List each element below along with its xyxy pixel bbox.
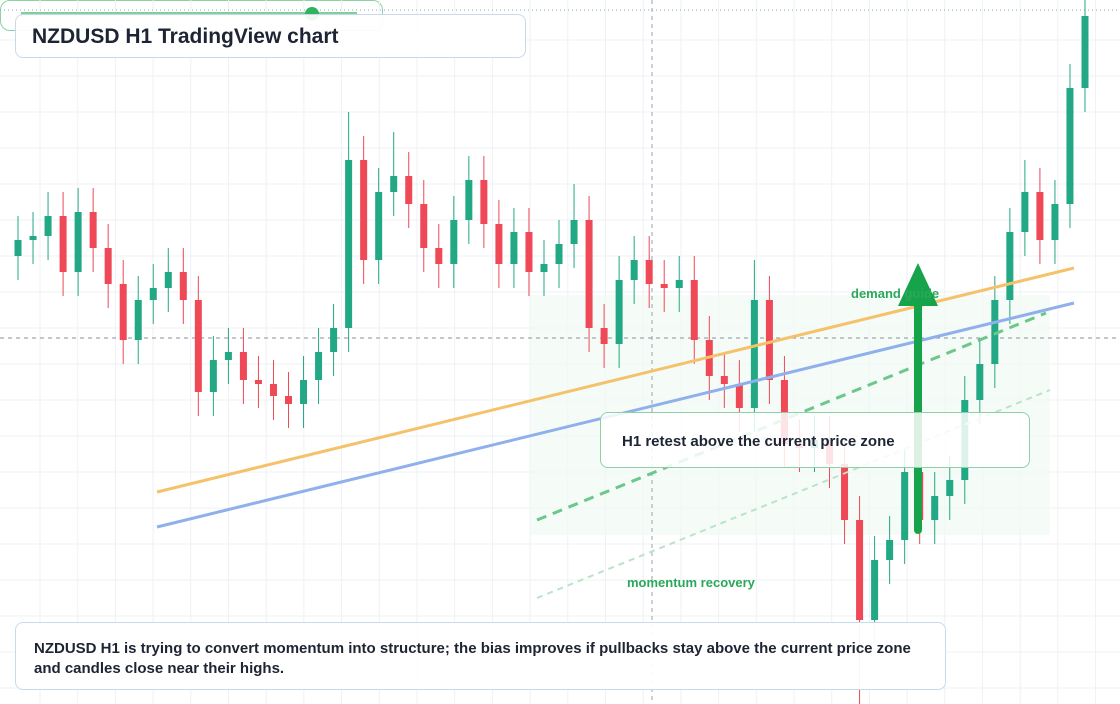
candle-body bbox=[1006, 232, 1014, 300]
candle-body bbox=[750, 300, 758, 408]
candle-body bbox=[1081, 16, 1089, 88]
candle-body bbox=[104, 248, 112, 284]
candle-body bbox=[74, 212, 82, 272]
candle-body bbox=[300, 380, 308, 404]
candle-body bbox=[540, 264, 548, 272]
candle-body bbox=[675, 280, 683, 288]
candle-body bbox=[14, 240, 22, 256]
candle-body bbox=[224, 352, 232, 360]
candle-body bbox=[600, 328, 608, 344]
candle-body bbox=[435, 248, 443, 264]
candle-body bbox=[946, 480, 954, 496]
candle-body bbox=[269, 384, 277, 396]
candle-body bbox=[1051, 204, 1059, 240]
candle-body bbox=[29, 236, 37, 240]
candle-body bbox=[720, 376, 728, 384]
candle-body bbox=[931, 496, 939, 520]
candle-body bbox=[991, 300, 999, 364]
candle-body bbox=[630, 260, 638, 280]
candle-body bbox=[360, 160, 368, 260]
candle-body bbox=[555, 244, 563, 264]
candle-body bbox=[89, 212, 97, 248]
candle-body bbox=[1066, 88, 1074, 204]
candle-body bbox=[901, 472, 909, 540]
candle-body bbox=[615, 280, 623, 344]
annotation-box: H1 retest above the current price zone bbox=[600, 412, 1030, 468]
title: NZDUSD H1 TradingView chart bbox=[15, 14, 526, 58]
candle-body bbox=[660, 284, 668, 288]
candle-body bbox=[465, 180, 473, 220]
candle-body bbox=[856, 520, 864, 620]
candle-body bbox=[285, 396, 293, 404]
annotation: demand guide bbox=[851, 286, 940, 301]
candle-body bbox=[345, 160, 353, 328]
candle-body bbox=[44, 216, 52, 236]
candle-body bbox=[1021, 192, 1029, 232]
candle-body bbox=[119, 284, 127, 340]
candle-body bbox=[194, 300, 202, 392]
candle-body bbox=[495, 224, 503, 264]
candle-body bbox=[315, 352, 323, 380]
candle-body bbox=[209, 360, 217, 392]
candle-body bbox=[480, 180, 488, 224]
arrow-head bbox=[898, 263, 938, 306]
candle-body bbox=[570, 220, 578, 244]
candle-body bbox=[645, 260, 653, 284]
candle-body bbox=[59, 216, 67, 272]
candle-body bbox=[450, 220, 458, 264]
candle-body bbox=[375, 192, 383, 260]
candle-body bbox=[149, 288, 157, 300]
candle-body bbox=[179, 272, 187, 300]
candle-body bbox=[390, 176, 398, 192]
note: NZDUSD H1 is trying to convert momentum … bbox=[15, 622, 946, 690]
candle-body bbox=[239, 352, 247, 380]
candle-body bbox=[164, 272, 172, 288]
candle-body bbox=[1036, 192, 1044, 240]
candle-body bbox=[585, 220, 593, 328]
candle-body bbox=[886, 540, 894, 560]
candle-body bbox=[510, 232, 518, 264]
candle-body bbox=[976, 364, 984, 400]
candle-body bbox=[525, 232, 533, 272]
annotation: momentum recovery bbox=[627, 575, 755, 590]
candle-body bbox=[765, 300, 773, 380]
channel-line bbox=[536, 389, 1051, 599]
candle-body bbox=[690, 280, 698, 340]
candle-body bbox=[254, 380, 262, 384]
candle-body bbox=[420, 204, 428, 248]
candle-body bbox=[134, 300, 142, 340]
candle-body bbox=[735, 384, 743, 408]
candle-body bbox=[841, 464, 849, 520]
candle-body bbox=[405, 176, 413, 204]
candle-body bbox=[330, 328, 338, 352]
candle-body bbox=[871, 560, 879, 620]
